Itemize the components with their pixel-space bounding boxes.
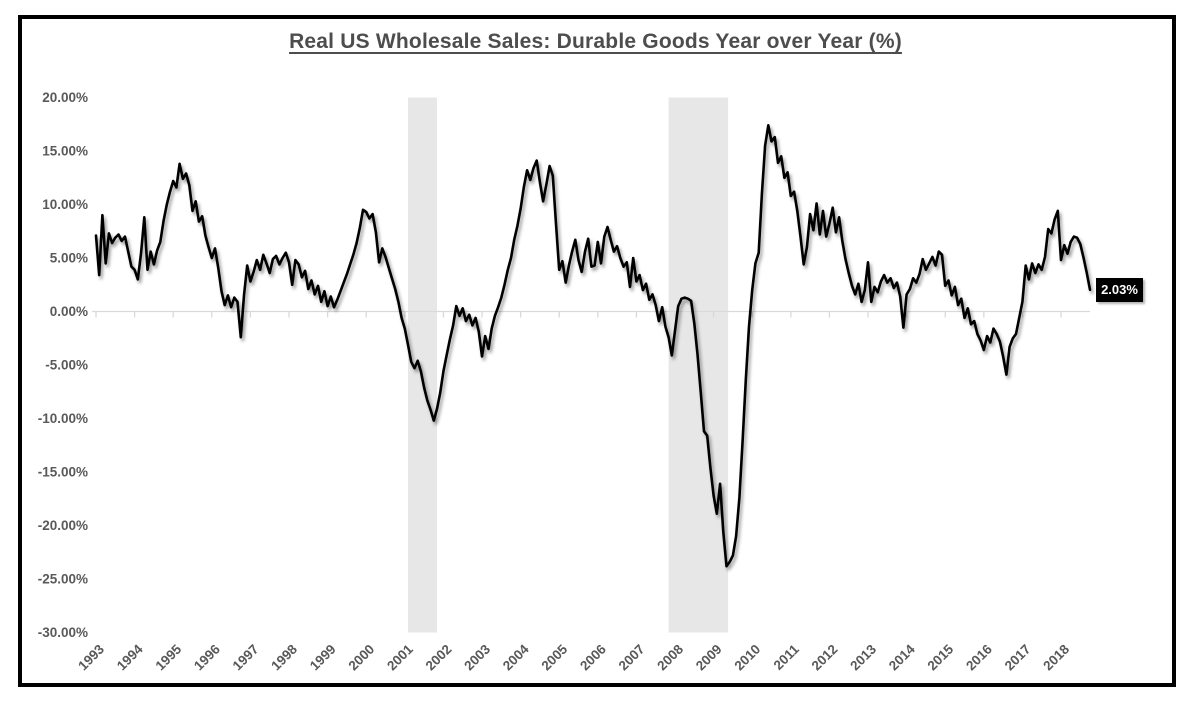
y-axis-label: -5.00%: [45, 358, 88, 373]
x-axis-label: 2016: [963, 641, 995, 673]
x-axis-label: 2006: [577, 641, 609, 673]
x-axis-label: 2013: [847, 641, 879, 673]
last-value-label: 2.03%: [1101, 282, 1138, 298]
x-axis-label: 2007: [616, 642, 648, 674]
x-axis-label: 2008: [654, 641, 686, 673]
y-axis-label: -20.00%: [38, 518, 88, 533]
x-axis-label: 2002: [423, 642, 455, 674]
x-axis-label: 1993: [75, 641, 107, 673]
x-axis-label: 2003: [461, 641, 493, 673]
x-axis-label: 2014: [886, 641, 918, 673]
x-axis-label: 2000: [345, 642, 377, 674]
last-value-callout: 2.03%: [1096, 277, 1143, 302]
y-axis-label: 0.00%: [50, 304, 88, 319]
chart-title: Real US Wholesale Sales: Durable Goods Y…: [289, 30, 902, 53]
x-axis-label: 1998: [268, 641, 300, 673]
x-axis-label: 2017: [1002, 642, 1034, 674]
y-axis-label: -25.00%: [38, 572, 88, 587]
x-axis-label: 2005: [538, 641, 570, 673]
y-axis-label: 5.00%: [50, 251, 88, 266]
y-axis-label: -15.00%: [38, 465, 88, 480]
y-axis-label: -10.00%: [38, 411, 88, 426]
x-axis-label: 2009: [693, 642, 725, 674]
y-axis-label: -30.00%: [38, 625, 88, 640]
x-axis-label: 1996: [191, 641, 223, 673]
y-axis-label: 10.00%: [42, 197, 88, 212]
y-axis-label: 15.00%: [42, 144, 88, 159]
x-axis-label: 1999: [307, 642, 339, 674]
x-axis-label: 1994: [114, 641, 146, 673]
x-axis-label: 1995: [152, 641, 184, 673]
x-axis-label: 2004: [500, 641, 532, 673]
x-axis-label: 2012: [809, 642, 841, 674]
x-axis-label: 2018: [1040, 641, 1072, 673]
x-axis-label: 1997: [230, 642, 262, 674]
series-line: [94, 124, 1092, 568]
x-axis-label: 2001: [384, 641, 416, 673]
y-axis-label: 20.00%: [42, 90, 88, 105]
x-axis-label: 2010: [732, 642, 764, 674]
x-axis-label: 2015: [925, 641, 957, 673]
x-axis-label: 2011: [771, 641, 803, 673]
